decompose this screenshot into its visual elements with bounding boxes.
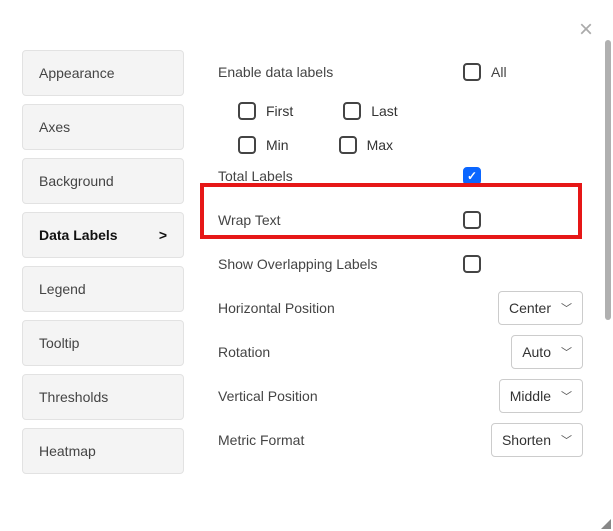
data-labels-panel: Enable data labels All First Last Min <box>192 50 613 531</box>
checkbox-icon <box>463 63 481 81</box>
select-value: Shorten <box>502 432 551 448</box>
show-overlapping-label: Show Overlapping Labels <box>218 256 463 272</box>
total-labels-label: Total Labels <box>218 168 463 184</box>
row-ctrl: Center ﹀ <box>463 291 583 325</box>
sidebar-item-label: Appearance <box>39 65 115 81</box>
row-ctrl: Auto ﹀ <box>463 335 583 369</box>
sidebar-item-label: Tooltip <box>39 335 79 351</box>
chevron-down-icon: ﹀ <box>561 388 572 404</box>
row-ctrl <box>463 255 583 273</box>
chevron-down-icon: ﹀ <box>561 300 572 316</box>
checkbox-label: Max <box>367 137 393 153</box>
checkbox-icon <box>238 102 256 120</box>
row-horizontal-position: Horizontal Position Center ﹀ <box>218 286 583 330</box>
select-rotation[interactable]: Auto ﹀ <box>511 335 583 369</box>
checkbox-label: All <box>491 64 507 80</box>
row-ctrl <box>463 211 583 229</box>
row-vertical-position: Vertical Position Middle ﹀ <box>218 374 583 418</box>
vertical-position-label: Vertical Position <box>218 388 463 404</box>
row-total-labels: Total Labels ✓ <box>218 154 583 198</box>
sidebar-item-label: Axes <box>39 119 70 135</box>
sidebar-item-heatmap[interactable]: Heatmap <box>22 428 184 474</box>
checkbox-max[interactable]: Max <box>339 136 393 154</box>
sub-options-row-1: First Last <box>218 94 583 128</box>
sidebar-item-background[interactable]: Background <box>22 158 184 204</box>
row-ctrl: Shorten ﹀ <box>463 423 583 457</box>
rotation-label: Rotation <box>218 344 463 360</box>
row-metric-format: Metric Format Shorten ﹀ <box>218 418 583 462</box>
sidebar-item-appearance[interactable]: Appearance <box>22 50 184 96</box>
horizontal-position-label: Horizontal Position <box>218 300 463 316</box>
checkbox-label: First <box>266 103 293 119</box>
enable-data-labels-label: Enable data labels <box>218 64 463 80</box>
row-wrap-text: Wrap Text <box>218 198 583 242</box>
sidebar-item-label: Data Labels <box>39 227 118 243</box>
settings-dialog: Appearance Axes Background Data Labels >… <box>0 0 613 531</box>
checkbox-icon <box>339 136 357 154</box>
row-show-overlapping: Show Overlapping Labels <box>218 242 583 286</box>
sidebar-item-axes[interactable]: Axes <box>22 104 184 150</box>
sidebar-item-tooltip[interactable]: Tooltip <box>22 320 184 366</box>
sidebar-item-thresholds[interactable]: Thresholds <box>22 374 184 420</box>
sidebar-item-label: Heatmap <box>39 443 96 459</box>
checkbox-all[interactable]: All <box>463 63 507 81</box>
checkbox-wrap-text[interactable] <box>463 211 481 229</box>
checkbox-icon <box>343 102 361 120</box>
sidebar: Appearance Axes Background Data Labels >… <box>0 50 192 531</box>
select-value: Middle <box>510 388 551 404</box>
select-value: Center <box>509 300 551 316</box>
row-ctrl: ✓ <box>463 167 583 185</box>
chevron-down-icon: ﹀ <box>561 344 572 360</box>
select-metric-format[interactable]: Shorten ﹀ <box>491 423 583 457</box>
checkbox-min[interactable]: Min <box>238 136 289 154</box>
checkbox-last[interactable]: Last <box>343 102 397 120</box>
sidebar-item-data-labels[interactable]: Data Labels > <box>22 212 184 258</box>
checkbox-total-labels[interactable]: ✓ <box>463 167 481 185</box>
checkbox-first[interactable]: First <box>238 102 293 120</box>
checkbox-show-overlapping[interactable] <box>463 255 481 273</box>
close-icon[interactable]: × <box>579 18 593 42</box>
sidebar-item-label: Thresholds <box>39 389 108 405</box>
select-vertical-position[interactable]: Middle ﹀ <box>499 379 583 413</box>
sidebar-item-label: Legend <box>39 281 86 297</box>
chevron-right-icon: > <box>159 227 167 243</box>
row-ctrl: Middle ﹀ <box>463 379 583 413</box>
sidebar-item-label: Background <box>39 173 114 189</box>
sub-options-row-2: Min Max <box>218 128 583 154</box>
sidebar-item-legend[interactable]: Legend <box>22 266 184 312</box>
checkbox-label: Last <box>371 103 397 119</box>
metric-format-label: Metric Format <box>218 432 463 448</box>
row-ctrl: All <box>463 63 583 81</box>
chevron-down-icon: ﹀ <box>561 432 572 448</box>
checkbox-icon <box>238 136 256 154</box>
wrap-text-label: Wrap Text <box>218 212 463 228</box>
resize-handle-icon[interactable] <box>601 519 611 529</box>
row-enable-data-labels: Enable data labels All <box>218 50 583 94</box>
row-rotation: Rotation Auto ﹀ <box>218 330 583 374</box>
select-value: Auto <box>522 344 551 360</box>
select-horizontal-position[interactable]: Center ﹀ <box>498 291 583 325</box>
checkbox-label: Min <box>266 137 289 153</box>
